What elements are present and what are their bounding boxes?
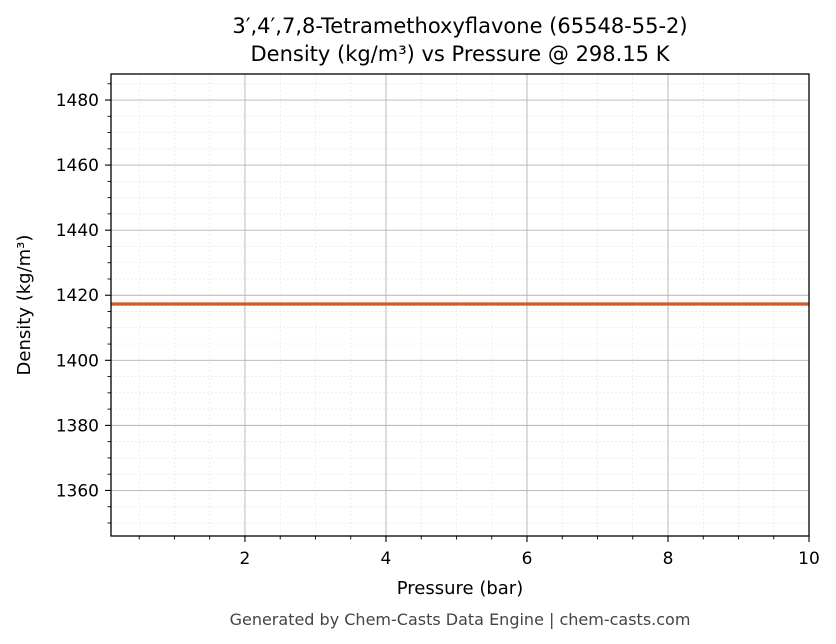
chart-title: 3′,4′,7,8-Tetramethoxyflavone (65548-55-… — [232, 14, 687, 38]
y-tick-label: 1440 — [56, 221, 99, 241]
footer-credit: Generated by Chem-Casts Data Engine | ch… — [230, 610, 691, 629]
y-tick-label: 1460 — [56, 156, 99, 176]
x-tick-label: 2 — [240, 549, 251, 569]
x-tick-labels: 2 4 6 8 10 — [240, 549, 820, 569]
y-tick-label: 1380 — [56, 416, 99, 436]
y-tick-label: 1420 — [56, 286, 99, 306]
axis-ticks — [105, 83, 810, 542]
x-tick-label: 10 — [798, 549, 820, 569]
y-tick-labels: 1360 1380 1400 1420 1440 1460 1480 — [56, 91, 99, 501]
y-axis-label: Density (kg/m³) — [14, 235, 35, 376]
x-tick-label: 6 — [522, 549, 533, 569]
x-tick-label: 4 — [381, 549, 392, 569]
x-tick-label: 8 — [663, 549, 674, 569]
y-tick-label: 1480 — [56, 91, 99, 111]
y-tick-label: 1360 — [56, 481, 99, 501]
x-axis-label: Pressure (bar) — [397, 578, 523, 599]
minor-gridlines — [111, 74, 809, 536]
chart-subtitle: Density (kg/m³) vs Pressure @ 298.15 K — [250, 42, 670, 66]
plot-frame — [110, 73, 810, 537]
y-tick-label: 1400 — [56, 351, 99, 371]
